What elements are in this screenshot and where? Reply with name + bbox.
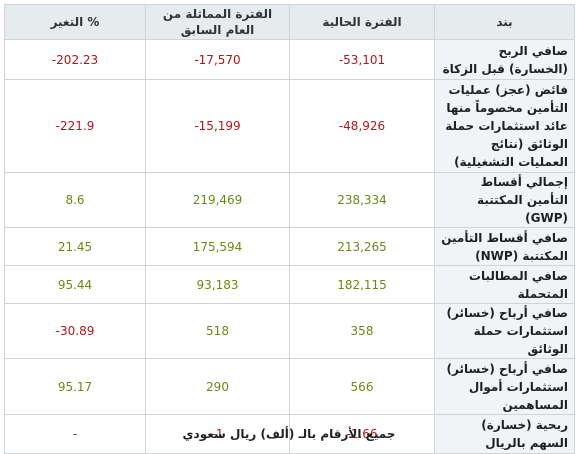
row-current: 48,926- <box>289 79 435 173</box>
row-previous: 175,594 <box>145 227 290 266</box>
row-item: صافي الربح (الخسارة) قبل الزكاة <box>434 39 575 80</box>
table-row: إجمالي أقساط التأمين المكتتبة (GWP) 238,… <box>4 172 575 228</box>
header-item: بند <box>434 4 575 40</box>
row-change: 95.44 <box>4 265 146 304</box>
row-item: صافي أرباح (خسائر) استثمارات أموال المسا… <box>434 358 575 415</box>
row-item: صافي المطالبات المتحملة <box>434 265 575 304</box>
table-row: صافي أرباح (خسائر) استثمارات حملة الوثائ… <box>4 303 575 359</box>
row-previous: 93,183 <box>145 265 290 304</box>
row-item: صافي أقساط التأمين المكتتبة (NWP) <box>434 227 575 266</box>
row-change: 221.9- <box>4 79 146 173</box>
row-change: 8.6 <box>4 172 146 228</box>
table-row: صافي أقساط التأمين المكتتبة (NWP) 213,26… <box>4 227 575 266</box>
header-row: بند الفترة الحالية الفترة المماثلة من ال… <box>4 4 575 40</box>
results-table: بند الفترة الحالية الفترة المماثلة من ال… <box>4 4 575 454</box>
row-previous: 17,570- <box>145 39 290 80</box>
row-current: 213,265 <box>289 227 435 266</box>
row-current: 182,115 <box>289 265 435 304</box>
row-change: 202.23- <box>4 39 146 80</box>
row-change: 30.89- <box>4 303 146 359</box>
row-previous: 518 <box>145 303 290 359</box>
table-row: صافي أرباح (خسائر) استثمارات أموال المسا… <box>4 358 575 415</box>
header-current: الفترة الحالية <box>289 4 435 40</box>
row-current: 53,101- <box>289 39 435 80</box>
table-row: صافي الربح (الخسارة) قبل الزكاة 53,101- … <box>4 39 575 80</box>
table-row: صافي المطالبات المتحملة 182,115 93,183 9… <box>4 265 575 304</box>
row-item: فائض (عجز) عمليات التأمين مخصوماً منها ع… <box>434 79 575 173</box>
row-item: صافي أرباح (خسائر) استثمارات حملة الوثائ… <box>434 303 575 359</box>
table-row: فائض (عجز) عمليات التأمين مخصوماً منها ع… <box>4 79 575 173</box>
row-current: 566 <box>289 358 435 415</box>
row-current: 238,334 <box>289 172 435 228</box>
row-previous: 219,469 <box>145 172 290 228</box>
header-change: % التغير <box>4 4 146 40</box>
row-change: 95.17 <box>4 358 146 415</box>
row-previous: 290 <box>145 358 290 415</box>
row-item: إجمالي أقساط التأمين المكتتبة (GWP) <box>434 172 575 228</box>
row-previous: 15,199- <box>145 79 290 173</box>
row-change: 21.45 <box>4 227 146 266</box>
header-previous: الفترة المماثلة من العام السابق <box>145 4 290 40</box>
row-current: 358 <box>289 303 435 359</box>
units-footnote: جميع الأرقام بالـ (ألف) ريال سعودي <box>182 427 396 441</box>
